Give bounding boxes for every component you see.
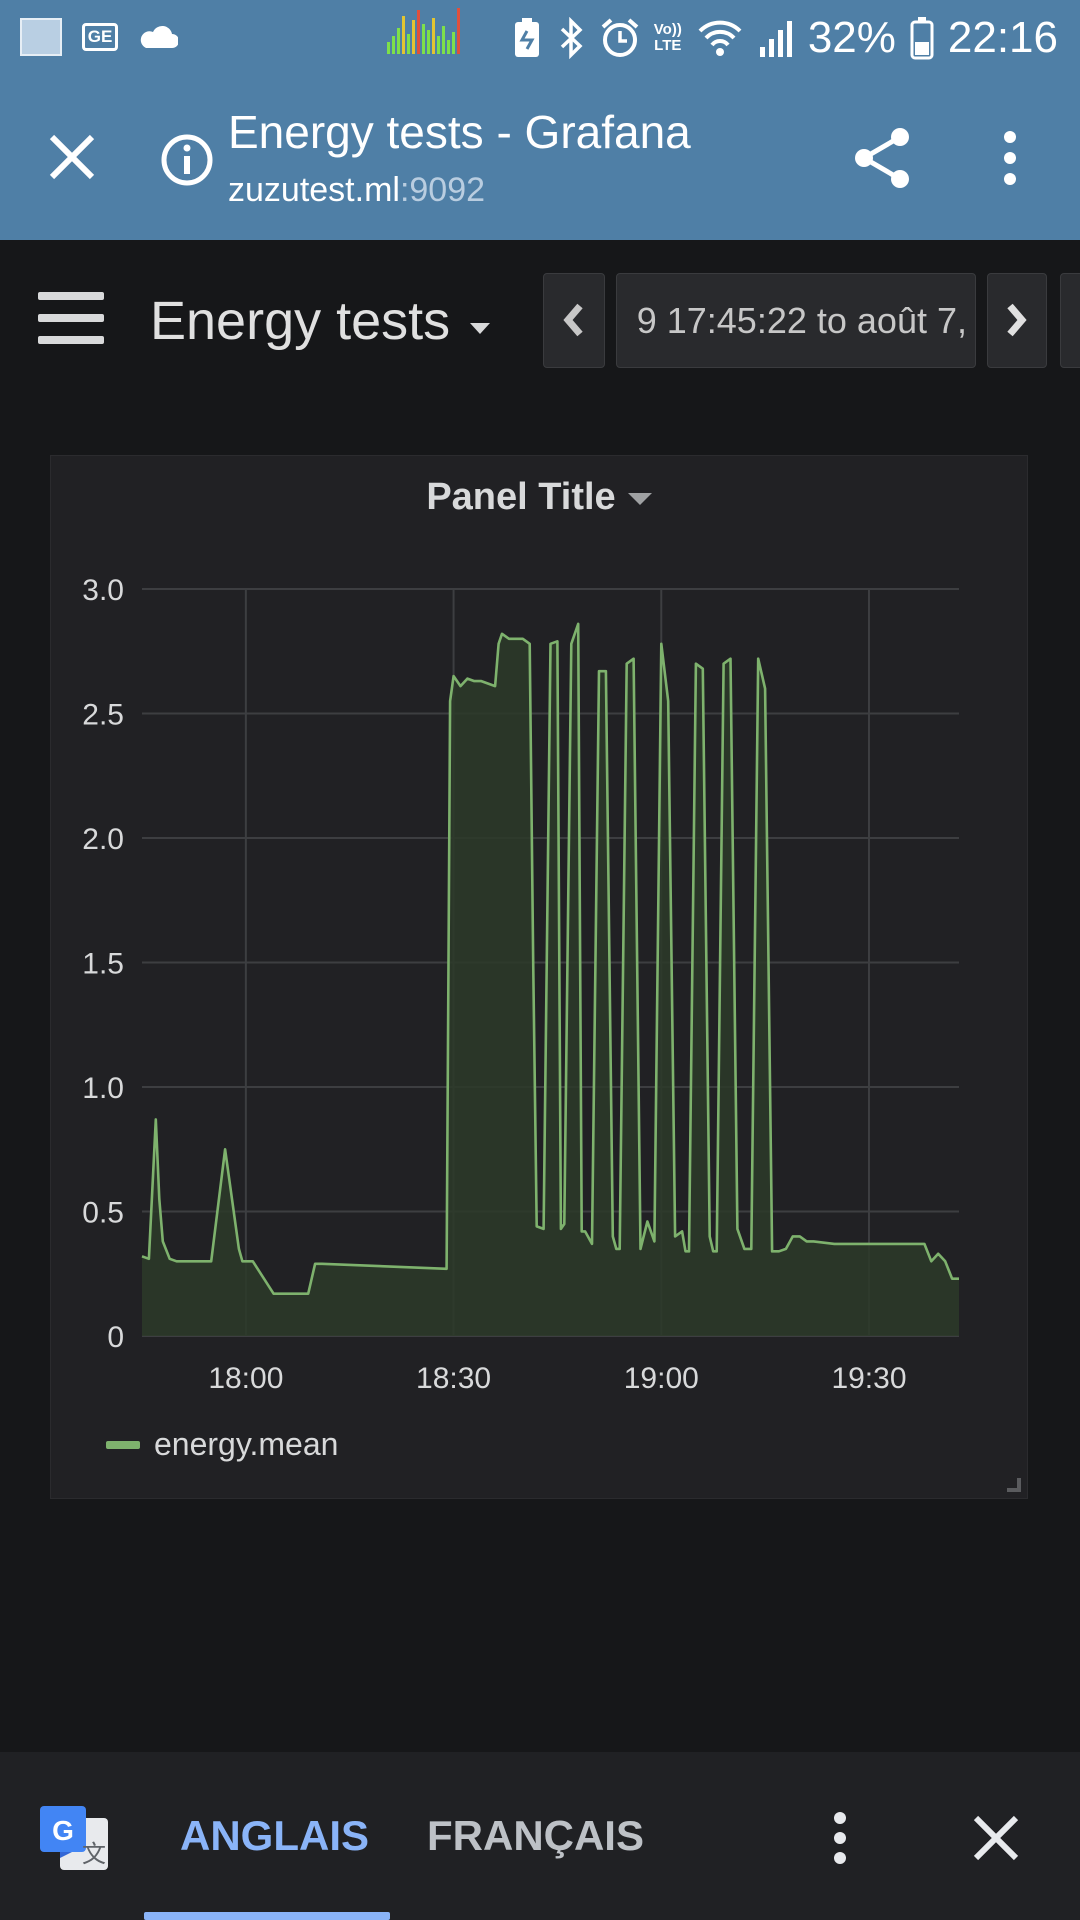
series-area xyxy=(142,623,959,1336)
panel-resize-handle[interactable] xyxy=(1007,1478,1021,1492)
audio-visualizer-icon xyxy=(387,8,460,54)
dashboard-dropdown-icon[interactable] xyxy=(470,323,490,334)
bluetooth-icon xyxy=(560,17,583,59)
panel-title-label: Panel Title xyxy=(426,476,616,518)
legend-label: energy.mean xyxy=(154,1426,339,1462)
volte-icon: Vo)) LTE xyxy=(654,22,682,54)
news-icon: GE xyxy=(82,23,118,51)
signal-icon xyxy=(759,21,792,57)
y-tick-label: 2.5 xyxy=(82,699,124,732)
translate-bar: G 文 ANGLAIS FRANÇAIS xyxy=(0,1752,1080,1920)
chevron-left-icon xyxy=(563,303,583,337)
svg-text:G: G xyxy=(52,1815,74,1846)
svg-text:文: 文 xyxy=(82,1840,106,1868)
notification-icons: GE xyxy=(20,18,178,56)
y-tick-label: 0 xyxy=(107,1321,124,1354)
legend-swatch xyxy=(106,1440,140,1449)
time-range-forward-button[interactable] xyxy=(987,273,1047,368)
energy-chart: 0 0.5 1.0 1.5 2.0 2.5 3.0 18:00 18:30 19:00 19:30 xyxy=(82,574,959,1395)
y-tick-label: 1.0 xyxy=(82,1072,124,1105)
page-url: zuzutest.ml:9092 xyxy=(228,171,485,210)
series-line xyxy=(141,622,959,1295)
hamburger-menu-icon[interactable] xyxy=(38,290,104,346)
zoom-out-button[interactable] xyxy=(1060,273,1080,368)
tab-source-language[interactable]: ANGLAIS xyxy=(180,1812,369,1859)
x-tick-label: 18:30 xyxy=(416,1362,491,1395)
alarm-icon xyxy=(601,18,639,57)
y-tick-label: 0.5 xyxy=(82,1197,124,1230)
battery-saver-icon xyxy=(514,18,539,57)
more-options-icon[interactable] xyxy=(820,1808,860,1868)
time-range-label: 9 17:45:22 to août 7, xyxy=(636,300,967,341)
close-icon[interactable] xyxy=(968,1810,1024,1866)
volte-label: Vo)) xyxy=(653,21,682,38)
x-tick-label: 19:00 xyxy=(624,1362,699,1395)
panel-menu-caret-icon[interactable] xyxy=(627,492,652,505)
cloud-icon xyxy=(140,25,178,48)
dashboard-title[interactable]: Energy tests xyxy=(150,291,451,351)
x-tick-label: 19:30 xyxy=(831,1362,906,1395)
battery-percent: 32% xyxy=(807,13,896,62)
info-icon[interactable] xyxy=(160,133,214,187)
active-tab-indicator xyxy=(144,1912,390,1920)
time-range-back-button[interactable] xyxy=(543,273,605,368)
share-icon[interactable] xyxy=(850,125,916,191)
dashboard-navbar: Energy tests 9 17:45:22 to août 7, xyxy=(0,240,1080,405)
browser-toolbar: Energy tests - Grafana zuzutest.ml:9092 xyxy=(0,75,1080,240)
chevron-right-icon xyxy=(1007,303,1027,337)
status-bar: GE Vo)) LTE 32% 22:16 xyxy=(0,0,1080,75)
x-tick-label: 18:00 xyxy=(208,1362,283,1395)
graph-panel: Panel Title 0 0.5 1.0 1.5 2.0 2.5 3.0 18:00 18:3… xyxy=(50,455,1028,1499)
time-range-picker[interactable]: 9 17:45:22 to août 7, xyxy=(616,273,976,368)
page-title: Energy tests - Grafana xyxy=(228,106,691,158)
clock: 22:16 xyxy=(947,13,1058,62)
close-icon[interactable] xyxy=(42,127,102,187)
url-port: :9092 xyxy=(399,171,486,209)
battery-icon xyxy=(910,17,934,60)
more-options-icon[interactable] xyxy=(990,125,1030,191)
chart-legend[interactable]: energy.mean xyxy=(106,1426,338,1463)
y-tick-label: 2.0 xyxy=(82,823,124,856)
y-tick-label: 1.5 xyxy=(82,948,124,981)
y-tick-label: 3.0 xyxy=(82,574,124,607)
panel-title[interactable]: Panel Title xyxy=(51,476,1027,519)
wifi-icon xyxy=(698,20,742,56)
tab-target-language[interactable]: FRANÇAIS xyxy=(427,1812,644,1859)
google-translate-logo-icon: G 文 xyxy=(40,1806,108,1870)
gallery-icon xyxy=(20,18,62,56)
lte-label: LTE xyxy=(654,37,682,54)
url-domain: zuzutest.ml xyxy=(228,171,400,209)
